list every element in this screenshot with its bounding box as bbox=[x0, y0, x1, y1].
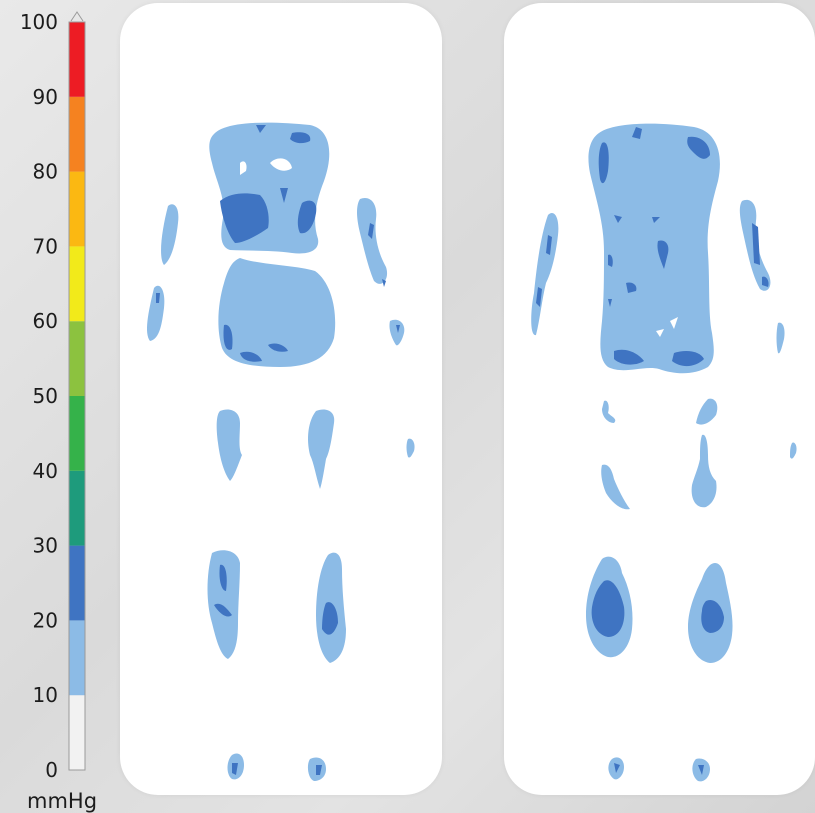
torso-region bbox=[588, 123, 720, 374]
left-calf-pressure-spot bbox=[219, 564, 227, 591]
right-arm-pressure-spot bbox=[752, 223, 760, 265]
right-arm-pressure-spot bbox=[762, 276, 769, 287]
scale-tick-label: 20 bbox=[33, 608, 58, 632]
torso-pressure-spot bbox=[614, 215, 622, 223]
right-calf-pressure-spot bbox=[322, 602, 338, 635]
torso-pressure-spot bbox=[657, 240, 669, 269]
torso-gap bbox=[670, 317, 678, 329]
pressure-map-left-svg bbox=[147, 122, 415, 781]
shoulder-pressure-spot bbox=[240, 351, 262, 362]
shoulder-region bbox=[218, 258, 336, 367]
torso-pressure-spot bbox=[652, 217, 660, 223]
left-forearm-contour bbox=[147, 285, 165, 341]
scale-tick-label: 60 bbox=[33, 309, 58, 333]
right-calf-pressure-spot bbox=[701, 599, 724, 633]
right-hand-contour bbox=[776, 322, 785, 354]
torso-pressure-spot bbox=[608, 299, 612, 307]
arm-regions bbox=[147, 197, 405, 346]
left-heel-pressure-spot bbox=[232, 763, 238, 775]
head-pressure-spot bbox=[290, 132, 311, 144]
head-gap bbox=[270, 158, 292, 171]
scale-tick-label: 70 bbox=[33, 234, 58, 258]
right-hand-contour bbox=[389, 319, 405, 346]
head-pressure-spot bbox=[280, 188, 288, 203]
scale-tick-label: 80 bbox=[33, 160, 58, 184]
scale-tick-label: 30 bbox=[33, 534, 58, 558]
left-arm-pressure-spot bbox=[536, 287, 542, 307]
scale-arrow-icon bbox=[70, 11, 84, 22]
scale-tick-label: 100 bbox=[20, 10, 58, 34]
scale-outline bbox=[68, 21, 86, 771]
torso-pressure-spot bbox=[614, 349, 644, 365]
shoulder-pressure-spot bbox=[223, 324, 233, 350]
left-upper-arm-contour bbox=[531, 213, 559, 336]
right-hand-pressure-spot bbox=[382, 279, 386, 287]
scale-band-2 bbox=[69, 545, 85, 621]
scale-band-1 bbox=[69, 620, 85, 696]
scale-band-9 bbox=[69, 22, 85, 97]
scale-band-0 bbox=[69, 695, 85, 770]
head-region bbox=[209, 122, 330, 261]
hand-contour bbox=[790, 442, 797, 459]
scale-tick-label: 0 bbox=[45, 758, 58, 782]
torso-pressure-spot bbox=[632, 127, 642, 139]
left-calf-pressure-spot bbox=[591, 580, 625, 637]
torso-contour bbox=[588, 123, 720, 374]
left-arm-pressure-spot bbox=[546, 235, 552, 255]
head-gap bbox=[260, 254, 273, 261]
torso-gap bbox=[656, 329, 664, 337]
scale-band-3 bbox=[69, 470, 85, 546]
scale-ticks: 0 10 20 30 40 50 60 70 80 90 100 bbox=[20, 10, 58, 782]
head-pressure-spot bbox=[297, 200, 317, 234]
left-heel-pressure-spot bbox=[614, 763, 620, 773]
pressure-map-right-svg bbox=[531, 123, 797, 782]
right-thigh-contour bbox=[696, 398, 718, 425]
torso-pressure-spot bbox=[626, 282, 637, 293]
scale-tick-label: 10 bbox=[33, 683, 58, 707]
right-thigh-contour bbox=[308, 409, 335, 489]
left-forearm-pressure-spot bbox=[156, 293, 160, 303]
right-upper-arm-contour bbox=[357, 197, 388, 284]
scale-bands bbox=[69, 22, 85, 770]
scale-tick-label: 90 bbox=[33, 85, 58, 109]
right-heel-pressure-spot bbox=[698, 765, 704, 775]
lower-regions bbox=[207, 409, 415, 781]
torso-pressure-spot bbox=[598, 142, 609, 184]
head-gap bbox=[240, 161, 247, 175]
right-hand-pressure-spot bbox=[396, 325, 400, 333]
pressure-map-right bbox=[504, 3, 815, 795]
right-arm-pressure-spot bbox=[368, 223, 374, 239]
torso-pressure-spot bbox=[687, 136, 710, 159]
head-pressure-spot bbox=[256, 125, 266, 133]
pressure-color-scale: 0 10 20 30 40 50 60 70 80 90 100 mmHg bbox=[20, 10, 97, 813]
unit-label: mmHg bbox=[27, 789, 97, 813]
arm-regions bbox=[531, 199, 785, 354]
left-calf-upper-contour bbox=[601, 464, 630, 510]
scale-band-7 bbox=[69, 171, 85, 247]
torso-pressure-spot bbox=[608, 254, 613, 267]
scale-band-6 bbox=[69, 246, 85, 322]
left-calf-pressure-spot bbox=[214, 603, 232, 617]
torso-pressure-spot bbox=[672, 351, 704, 367]
left-upper-arm-contour bbox=[161, 204, 179, 265]
head-pressure-spot bbox=[220, 193, 269, 243]
shoulder-pressure-spot bbox=[268, 343, 288, 352]
scale-tick-label: 50 bbox=[33, 384, 58, 408]
left-thigh-contour bbox=[216, 409, 242, 481]
left-thigh-contour bbox=[602, 400, 616, 423]
scale-band-8 bbox=[69, 96, 85, 172]
right-heel-pressure-spot bbox=[316, 765, 322, 775]
scale-tick-label: 40 bbox=[33, 459, 58, 483]
lower-regions bbox=[586, 398, 797, 782]
right-calf-upper-contour bbox=[691, 434, 717, 508]
left-calf-contour bbox=[207, 550, 240, 659]
head-contour bbox=[209, 122, 330, 254]
shoulder-contour bbox=[218, 258, 336, 367]
pressure-map-left bbox=[120, 3, 442, 795]
scale-band-4 bbox=[69, 396, 85, 471]
hand-contour bbox=[406, 438, 415, 458]
scale-band-5 bbox=[69, 321, 85, 396]
